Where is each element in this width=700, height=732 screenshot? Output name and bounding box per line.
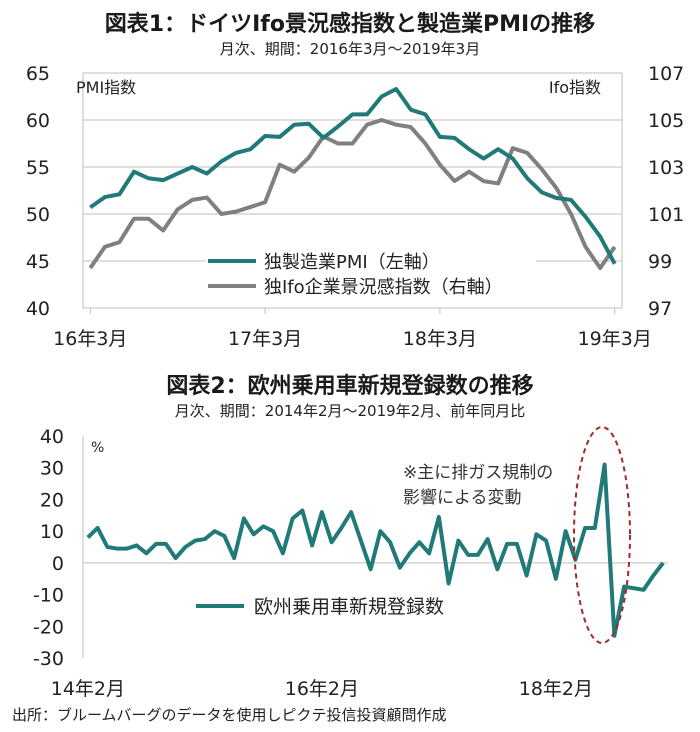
legend-label: 欧州乗用車新規登録数 <box>254 596 444 618</box>
y-left-tick-label: 60 <box>26 110 50 132</box>
chart2-title: 図表2：欧州乗用車新規登録数の推移 <box>166 374 534 399</box>
y-tick-label: -10 <box>33 585 64 607</box>
y-right-tick-label: 99 <box>648 251 672 273</box>
y-left-tick-label: 65 <box>26 63 50 85</box>
y-right-tick-label: 97 <box>648 298 672 320</box>
series-line-pmi <box>89 86 617 265</box>
chart1-plot: 40 45 50 55 60 65 97 99 101 103 105 107 16年3月 17年3月 18… <box>26 63 684 350</box>
y-left-tick-label: 40 <box>26 298 50 320</box>
y-left-tick-label: 45 <box>26 251 50 273</box>
left-axis-label: PMI指数 <box>76 78 136 97</box>
x-tick-label: 19年3月 <box>578 328 652 350</box>
y-tick-label: 20 <box>40 489 64 511</box>
x-tick-label: 16年2月 <box>285 678 359 700</box>
y-tick-label: -20 <box>33 616 64 638</box>
y-left-tick-label: 55 <box>26 157 50 179</box>
x-tick-label: 17年3月 <box>228 328 302 350</box>
y-tick-label: 10 <box>40 521 64 543</box>
legend-box <box>206 248 536 300</box>
chart1-title: 図表1：ドイツIfo景況感指数と製造業PMIの推移 <box>104 12 596 37</box>
unit-label: % <box>91 440 104 456</box>
y-right-tick-label: 105 <box>648 110 684 132</box>
source-note: 出所：ブルームバーグのデータを使用しピクテ投信投資顧問作成 <box>12 706 447 724</box>
x-tick-label: 16年3月 <box>53 328 127 350</box>
chart1-subtitle: 月次、期間：2016年3月〜2019年3月 <box>219 40 481 58</box>
annotation-note: ※主に排ガス規制の影響による変動 <box>403 463 553 508</box>
series-line-registrations <box>86 462 665 638</box>
legend-label-ifo: 独Ifo企業景況感指数（右軸） <box>264 277 503 298</box>
right-axis-label: Ifo指数 <box>549 78 601 97</box>
x-tick-label: 18年3月 <box>403 328 477 350</box>
y-tick-label: -30 <box>33 648 64 670</box>
highlight-ellipse <box>573 426 631 644</box>
x-tick-label: 18年2月 <box>519 678 593 700</box>
annotation-line-1: ※主に排ガス規制の <box>403 463 553 483</box>
y-right-tick-label: 103 <box>648 157 684 179</box>
y-tick-label: 40 <box>40 426 64 448</box>
y-tick-label: 30 <box>40 458 64 480</box>
legend-label-pmi: 独製造業PMI（左軸） <box>264 252 440 273</box>
chart2-subtitle: 月次、期間：2014年2月〜2019年2月、前年同月比 <box>174 402 526 420</box>
x-tick-label: 14年2月 <box>51 678 125 700</box>
y-right-tick-label: 101 <box>648 204 684 226</box>
y-left-tick-label: 50 <box>26 204 50 226</box>
y-right-tick-label: 107 <box>648 63 684 85</box>
series-line-ifo <box>88 118 617 271</box>
annotation-line-2: 影響による変動 <box>403 488 522 508</box>
y-tick-label: 0 <box>52 553 64 575</box>
